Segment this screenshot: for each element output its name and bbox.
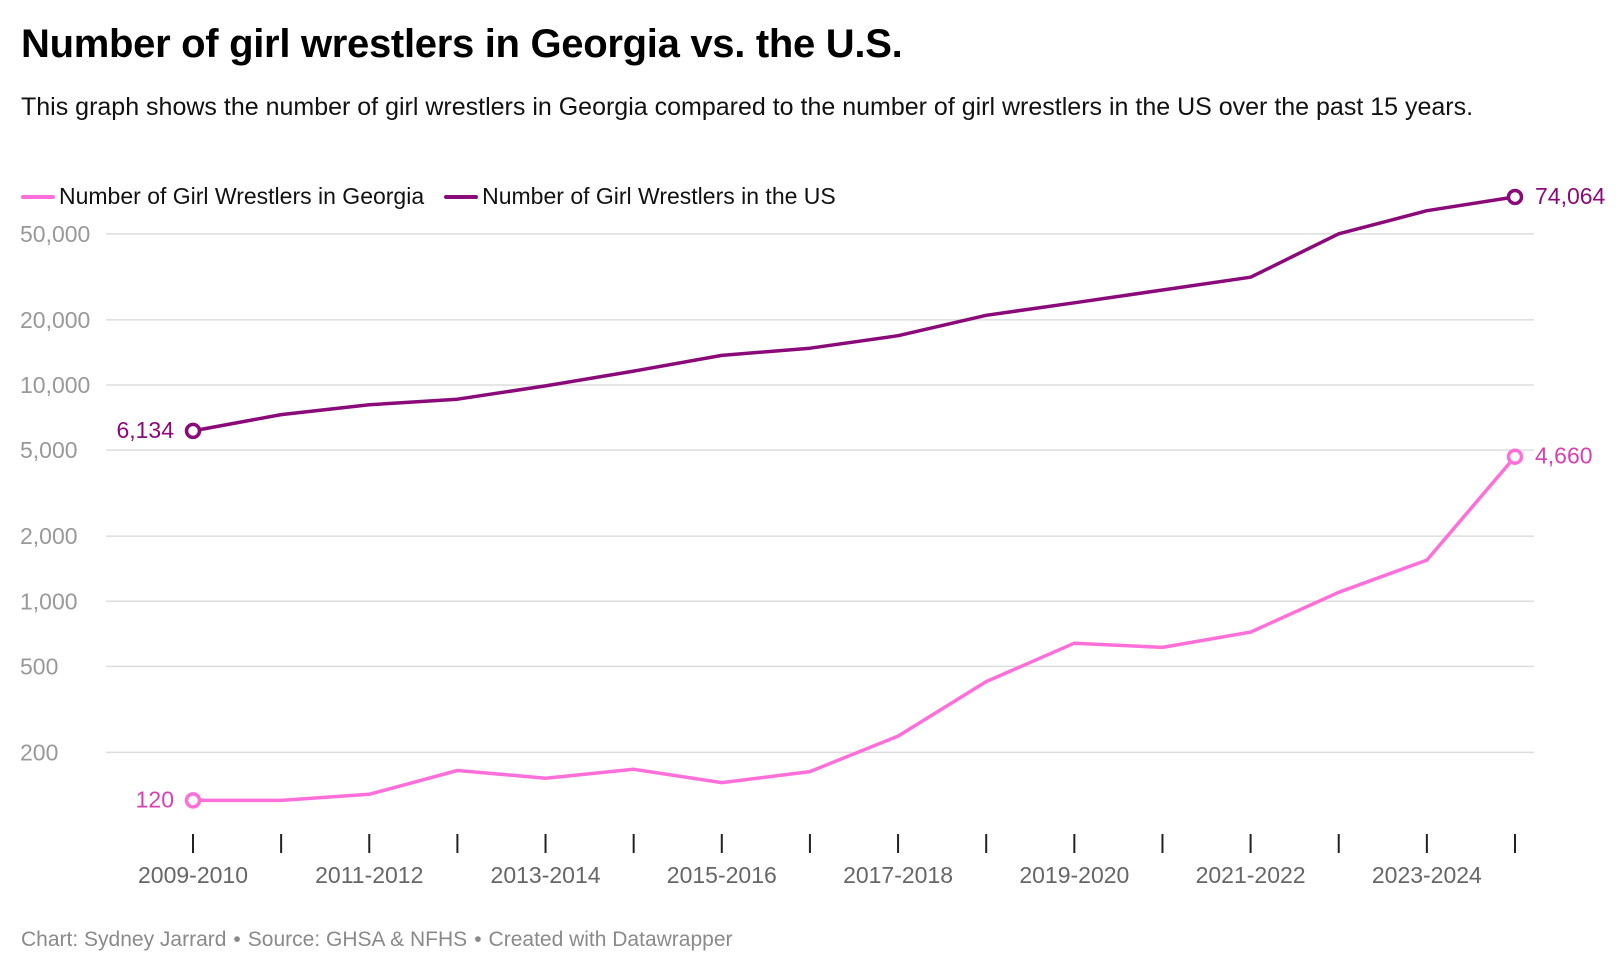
chart-footer: Chart: Sydney Jarrard • Source: GHSA & NFH… [21, 928, 733, 952]
footer-source: Source: GHSA & NFHS [247, 928, 468, 951]
x-tick-label: 2015-2016 [667, 862, 777, 888]
series-line-1 [191, 195, 1517, 433]
series-start-label: 120 [136, 786, 174, 812]
legend-item-us[interactable]: Number of Girl Wrestlers in the US [444, 183, 836, 210]
legend-swatch-georgia [21, 194, 55, 199]
series-line-0 [191, 454, 1517, 803]
y-tick-label: 1,000 [20, 588, 78, 614]
y-tick-label: 50,000 [20, 221, 90, 247]
legend-swatch-us [444, 194, 479, 199]
y-tick-label: 500 [20, 653, 58, 679]
x-tick-label: 2017-2018 [843, 862, 953, 888]
series-end-marker [1506, 188, 1524, 206]
y-tick-label: 200 [20, 739, 58, 765]
x-tick-label: 2009-2010 [138, 862, 248, 888]
footer-tool[interactable]: Created with Datawrapper [488, 928, 733, 951]
x-tick-label: 2019-2020 [1019, 862, 1129, 888]
legend-item-georgia[interactable]: Number of Girl Wrestlers in Georgia [21, 183, 424, 210]
series-end-marker [1506, 448, 1524, 465]
chart-subtitle: This graph shows the number of girl wres… [21, 93, 1474, 121]
x-tick-label: 2011-2012 [315, 862, 423, 888]
x-tick-label: 2021-2022 [1196, 862, 1306, 888]
x-tick-label: 2013-2014 [491, 862, 601, 888]
legend-label-georgia: Number of Girl Wrestlers in Georgia [59, 183, 425, 209]
footer-credit: Chart: Sydney Jarrard [21, 928, 227, 951]
series-end-label: 4,660 [1535, 443, 1593, 469]
series-start-label: 6,134 [116, 417, 174, 443]
x-tick-label: 2023-2024 [1372, 862, 1482, 888]
y-tick-label: 2,000 [20, 523, 78, 549]
y-tick-label: 5,000 [20, 437, 78, 463]
chart-title: Number of girl wrestlers in Georgia vs. … [21, 22, 903, 66]
series-end-label: 74,064 [1535, 183, 1606, 209]
legend: Number of Girl Wrestlers in Georgia Numb… [21, 183, 856, 210]
footer-separator: • [474, 928, 482, 951]
series-start-marker [184, 792, 202, 809]
series-start-marker [184, 422, 202, 440]
footer-separator: • [233, 928, 241, 951]
legend-label-us: Number of Girl Wrestlers in the US [482, 183, 836, 209]
y-tick-label: 10,000 [20, 372, 90, 398]
y-tick-label: 20,000 [20, 307, 90, 333]
